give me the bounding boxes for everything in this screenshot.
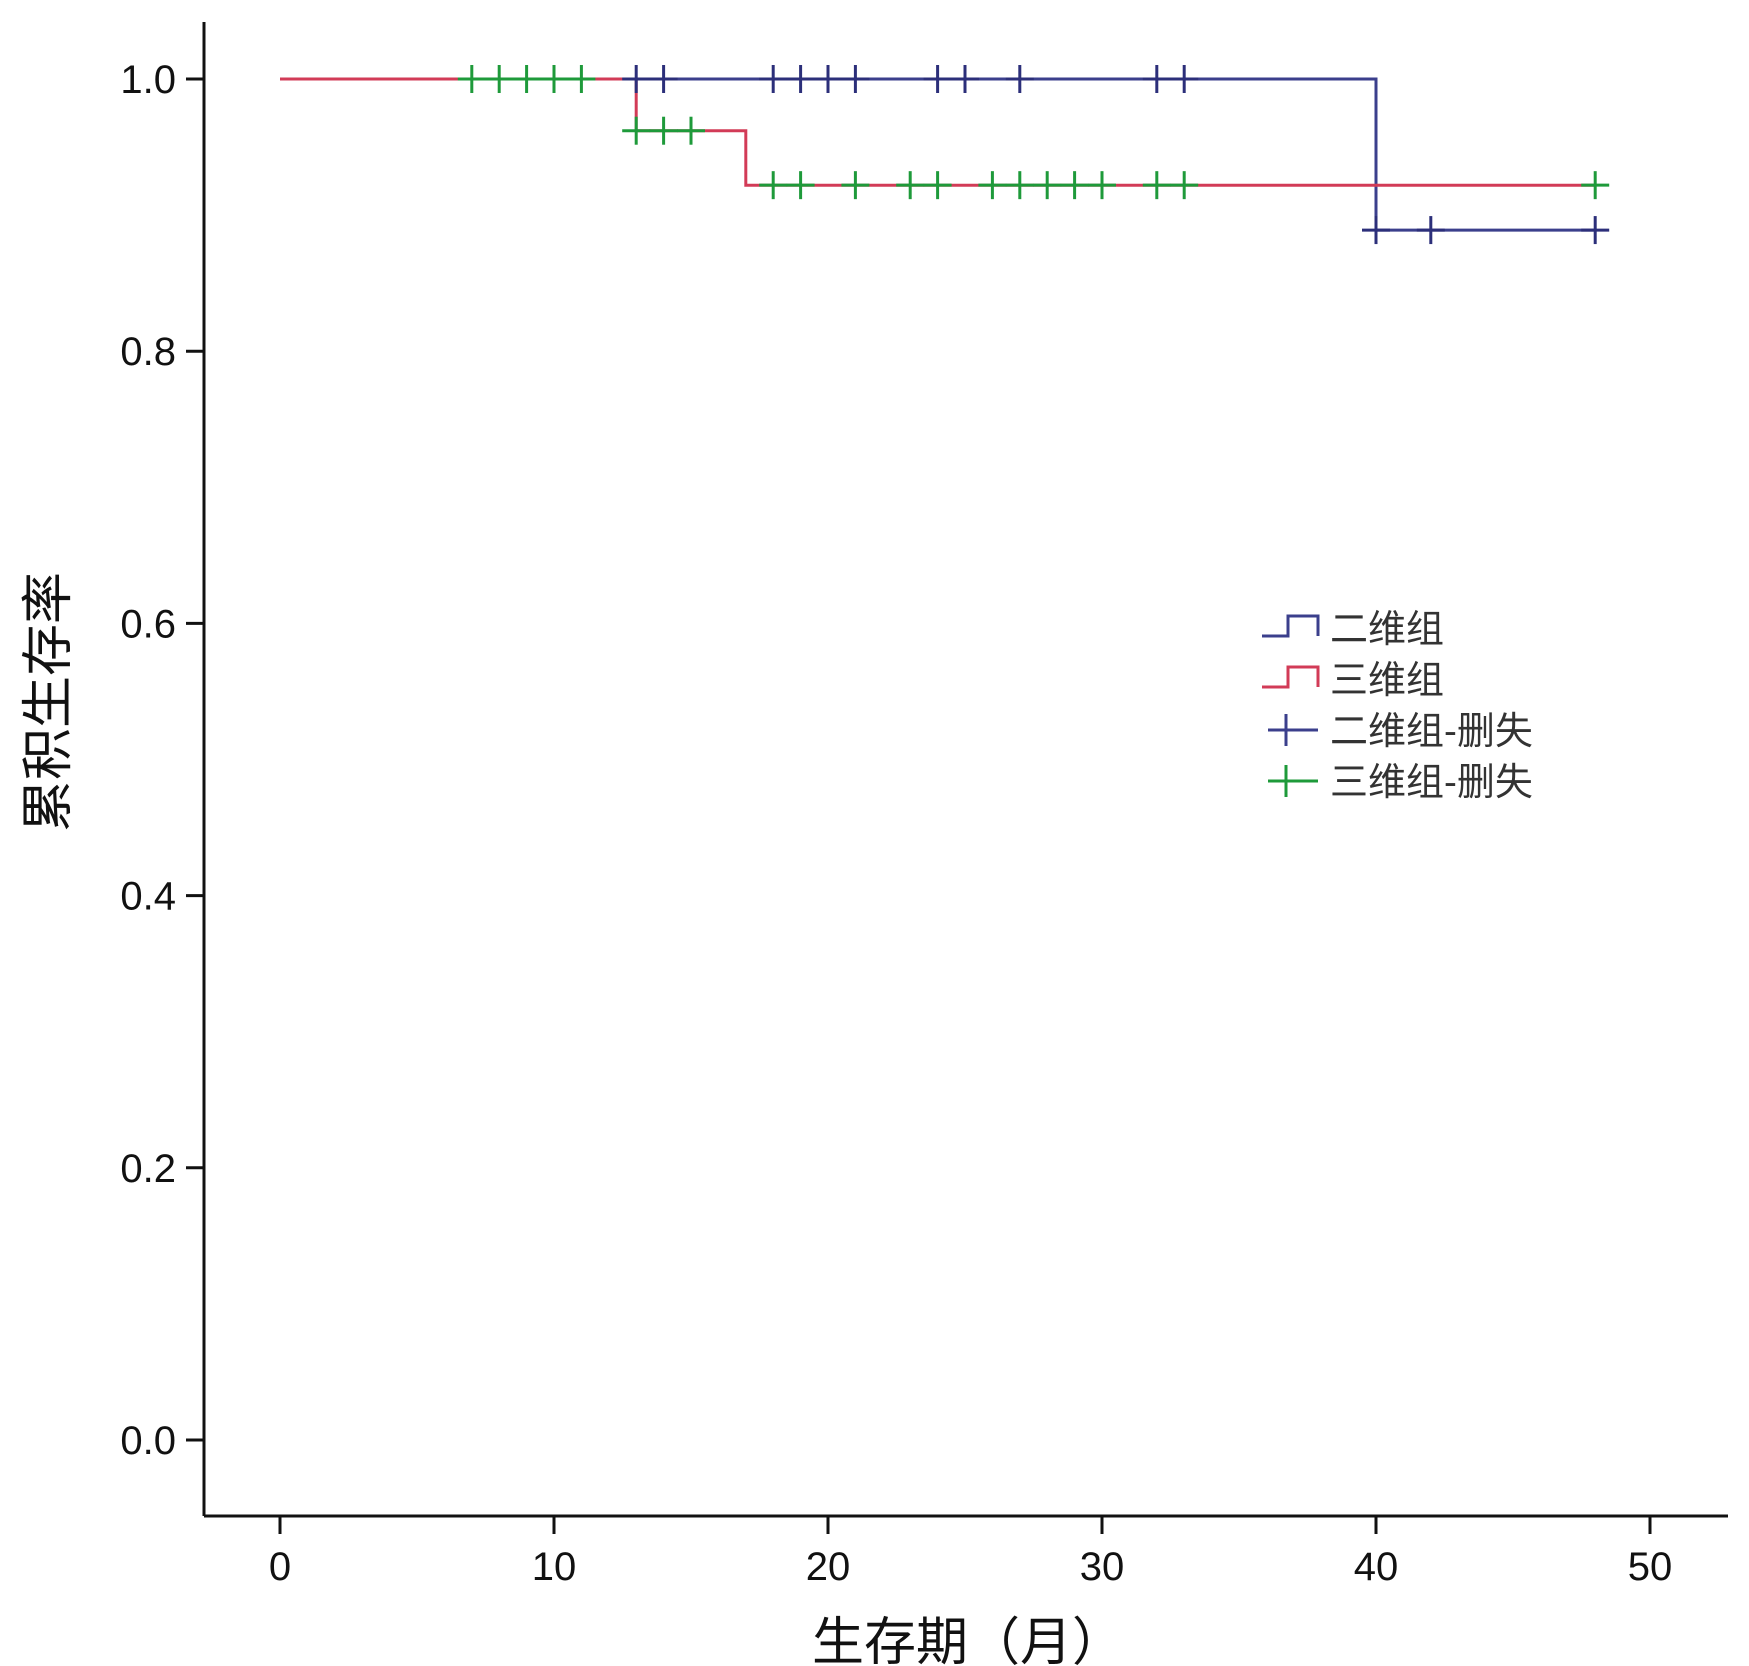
censor-mark <box>978 171 1007 200</box>
x-tick-label: 0 <box>269 1545 291 1589</box>
censor-mark <box>786 171 815 200</box>
censor-mark <box>1170 65 1199 93</box>
censor-mark <box>951 65 979 93</box>
censor-mark <box>1060 171 1089 200</box>
legend-label: 三维组-删失 <box>1330 760 1533 804</box>
x-tick-label: 30 <box>1080 1545 1125 1589</box>
x-axis-title: 生存期（月） <box>812 1613 1124 1666</box>
censor-mark <box>677 116 705 145</box>
y-tick-label: 0.4 <box>120 875 176 919</box>
censor-mark <box>1005 65 1034 93</box>
legend-swatch <box>1262 614 1320 638</box>
axes <box>202 22 1728 1518</box>
x-tick-label: 20 <box>806 1545 851 1589</box>
tick-group: 0.0 0.2 0.4 0.6 0.8 1.0 0 10 20 30 40 50 <box>120 58 1672 1589</box>
series-line <box>280 77 1596 187</box>
censor-mark <box>1416 216 1445 245</box>
legend-swatch <box>1262 665 1320 689</box>
censor-mark <box>896 171 925 200</box>
censor-mark <box>567 65 596 93</box>
censor-mark <box>841 65 870 93</box>
y-tick-label: 0.6 <box>120 602 176 646</box>
y-axis-title: 累积生存率 <box>19 572 79 832</box>
legend-item: 二维组-删失 <box>1268 709 1533 753</box>
censor-mark <box>540 65 568 93</box>
legend-item: 三维组 <box>1262 658 1444 702</box>
censor-mark <box>1581 216 1610 245</box>
legend-label: 三维组 <box>1330 658 1444 702</box>
censor-mark <box>1142 171 1171 200</box>
y-tick-label: 1.0 <box>120 58 176 102</box>
censor-mark <box>457 65 486 93</box>
y-tick-label: 0.0 <box>120 1419 176 1463</box>
censor-mark <box>923 65 952 93</box>
censor-mark <box>1142 65 1171 93</box>
censor-mark <box>786 65 815 93</box>
censor-mark <box>1005 171 1034 200</box>
censor-mark <box>1581 171 1610 200</box>
censor-mark <box>485 65 514 93</box>
censor-mark <box>622 65 651 93</box>
legend-item: 三维组-删失 <box>1268 760 1533 804</box>
censor-mark <box>759 171 788 200</box>
legend-label: 二维组 <box>1330 607 1444 651</box>
censor-mark <box>649 116 678 145</box>
censor-mark <box>814 65 842 93</box>
legend-item: 二维组 <box>1262 607 1444 651</box>
plot-area <box>280 65 1610 245</box>
y-tick-label: 0.2 <box>120 1147 176 1191</box>
censor-mark <box>841 171 870 200</box>
censor-mark <box>923 171 952 200</box>
censor-mark <box>512 65 541 93</box>
censor-mark <box>1033 171 1062 200</box>
censor-mark <box>759 65 788 93</box>
legend-label: 二维组-删失 <box>1330 709 1533 753</box>
y-tick-label: 0.8 <box>120 330 176 374</box>
x-tick-label: 40 <box>1354 1545 1399 1589</box>
censor-mark <box>649 65 678 93</box>
x-tick-label: 50 <box>1628 1545 1673 1589</box>
x-tick-label: 10 <box>532 1545 577 1589</box>
series-line <box>280 77 1596 232</box>
censor-mark <box>1170 171 1199 200</box>
censor-mark <box>622 116 651 145</box>
censor-mark <box>1088 171 1116 200</box>
censor-mark <box>1362 216 1390 245</box>
